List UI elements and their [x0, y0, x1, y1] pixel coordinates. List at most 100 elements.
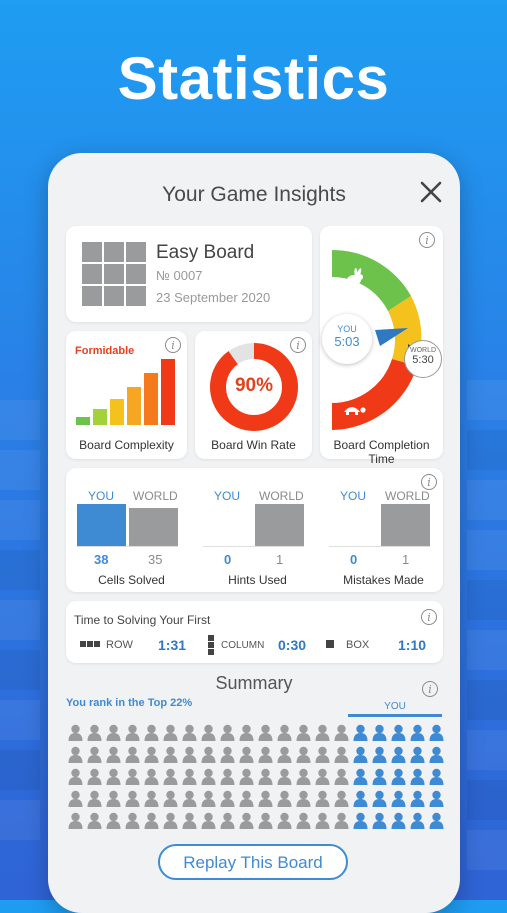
- you-marker-bar: [348, 714, 442, 717]
- complexity-level: Formidable: [75, 345, 135, 357]
- row-icon: [80, 641, 100, 647]
- person-icon: [220, 812, 235, 829]
- person-icon: [201, 746, 216, 763]
- cells-solved-caption: Cells Solved: [98, 573, 165, 587]
- population-grid: [68, 724, 444, 829]
- person-icon: [220, 768, 235, 785]
- world-value: 35: [148, 552, 163, 567]
- person-icon: [239, 812, 254, 829]
- baseline: [329, 546, 430, 547]
- column-icon: [208, 635, 214, 655]
- person-icon-top: [429, 790, 444, 807]
- person-icon: [239, 746, 254, 763]
- world-label: WORLD: [133, 489, 178, 503]
- first-solve-title: Time to Solving Your First: [74, 613, 211, 627]
- person-icon: [258, 746, 273, 763]
- person-icon: [296, 768, 311, 785]
- win-rate-ring: [210, 343, 298, 431]
- page-headline: Statistics: [117, 45, 390, 112]
- you-value: 38: [94, 552, 109, 567]
- person-icon: [87, 790, 102, 807]
- info-icon[interactable]: i: [165, 337, 181, 353]
- person-icon-top: [429, 768, 444, 785]
- info-icon[interactable]: i: [421, 474, 437, 490]
- you-label: YOU: [214, 489, 241, 503]
- person-icon-top: [429, 746, 444, 763]
- person-icon: [277, 790, 292, 807]
- person-icon-top: [410, 768, 425, 785]
- person-icon: [144, 790, 159, 807]
- person-icon-top: [353, 768, 368, 785]
- world-label: WORLD: [385, 489, 430, 503]
- replay-button[interactable]: Replay This Board: [158, 844, 348, 880]
- person-icon: [296, 812, 311, 829]
- person-icon: [68, 768, 83, 785]
- person-icon-top: [410, 790, 425, 807]
- info-icon[interactable]: i: [421, 609, 437, 625]
- you-vs-world-card: i YOU WORLD 38 35 Cells Solved YOU WORLD…: [66, 468, 443, 592]
- person-icon: [182, 768, 197, 785]
- info-icon[interactable]: i: [419, 232, 435, 248]
- first-solve-card: i Time to Solving Your First ROW 1:31 CO…: [66, 601, 443, 663]
- board-grid-icon: [82, 242, 146, 306]
- column-time: 0:30: [278, 637, 307, 653]
- person-icon: [68, 724, 83, 741]
- person-icon-top: [391, 790, 406, 807]
- person-icon: [163, 746, 178, 763]
- person-icon-top: [391, 746, 406, 763]
- summary-title: Summary: [215, 673, 293, 693]
- person-icon: [144, 746, 159, 763]
- close-icon[interactable]: [418, 179, 444, 205]
- board-name: Easy Board: [156, 242, 255, 263]
- info-icon[interactable]: i: [290, 337, 306, 353]
- person-icon: [334, 812, 349, 829]
- person-icon: [68, 746, 83, 763]
- person-icon: [277, 746, 292, 763]
- world-bar: [381, 504, 430, 546]
- person-icon: [239, 790, 254, 807]
- you-value: 0: [350, 552, 358, 567]
- world-value: 1: [402, 552, 410, 567]
- person-icon: [106, 790, 121, 807]
- person-icon: [334, 768, 349, 785]
- mistakes-made-caption: Mistakes Made: [343, 573, 424, 587]
- complexity-caption: Board Complexity: [79, 438, 174, 452]
- you-label: YOU: [340, 489, 367, 503]
- person-icon-top: [372, 790, 387, 807]
- baseline: [77, 546, 178, 547]
- person-icon: [201, 790, 216, 807]
- you-time-value: 5:03: [334, 334, 360, 349]
- person-icon: [106, 724, 121, 741]
- person-icon: [144, 768, 159, 785]
- world-bar: [129, 508, 178, 546]
- you-time-badge: YOU 5:03: [322, 314, 372, 364]
- person-icon: [182, 724, 197, 741]
- person-icon: [163, 768, 178, 785]
- person-icon: [163, 724, 178, 741]
- complexity-card: i Formidable Board Complexity: [66, 331, 187, 459]
- person-icon: [334, 790, 349, 807]
- you-value: 0: [224, 552, 232, 567]
- person-icon: [87, 812, 102, 829]
- person-icon: [258, 724, 273, 741]
- person-icon: [277, 724, 292, 741]
- person-icon: [182, 812, 197, 829]
- mistakes-made-group: YOU WORLD 0 1 Mistakes Made: [326, 468, 441, 592]
- person-icon: [315, 724, 330, 741]
- person-icon: [334, 724, 349, 741]
- person-icon: [296, 724, 311, 741]
- person-icon-top: [410, 812, 425, 829]
- person-icon-top: [391, 812, 406, 829]
- person-icon-top: [372, 724, 387, 741]
- completion-time-card: i YOU 5:03 WORLD 5:30 Board Completi: [320, 226, 443, 466]
- person-icon-top: [353, 812, 368, 829]
- row-time: 1:31: [158, 637, 187, 653]
- person-icon: [163, 790, 178, 807]
- person-icon: [163, 812, 178, 829]
- insights-dialog: Your Game Insights Easy Board № 0007 23 …: [48, 153, 460, 913]
- info-icon[interactable]: i: [422, 681, 438, 697]
- person-icon: [258, 768, 273, 785]
- person-icon: [220, 724, 235, 741]
- person-icon-top: [372, 768, 387, 785]
- person-icon: [125, 812, 140, 829]
